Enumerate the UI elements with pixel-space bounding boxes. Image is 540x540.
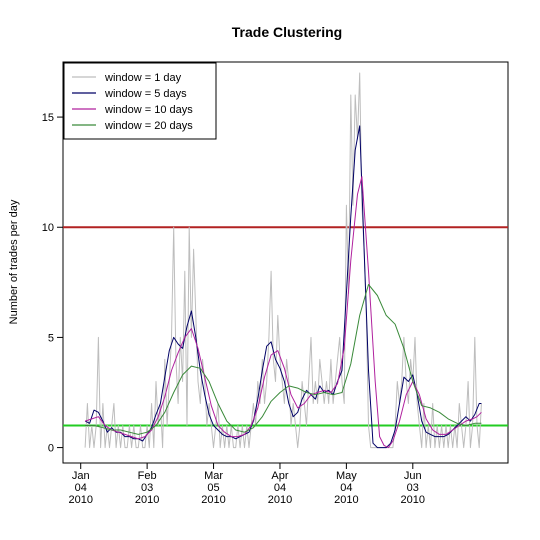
y-tick-label: 0: [48, 443, 54, 455]
series-line-2: [84, 125, 482, 449]
x-tick-label: 03: [407, 482, 419, 494]
reference-lines: [63, 226, 508, 427]
x-tick-label: Mar: [204, 470, 223, 482]
legend: window = 1 day window = 5 days window = 10…: [63, 62, 217, 140]
legend-label-1: window = 1 day: [104, 72, 182, 84]
x-tick-label: 2010: [135, 494, 159, 506]
y-tick-label: 15: [42, 112, 54, 124]
legend-label-3: window = 10 days: [104, 104, 193, 116]
x-tick-label: 2010: [268, 494, 292, 506]
x-tick-label: 04: [340, 482, 352, 494]
axes: 051015Jan042010Feb032010Mar052010Apr0420…: [42, 112, 425, 506]
legend-label-4: window = 20 days: [104, 120, 193, 132]
plot-frame: [62, 61, 509, 464]
y-axis-label: Number of trades per day: [8, 199, 20, 324]
series-line-3: [84, 176, 482, 449]
series-line-4: [85, 284, 482, 435]
y-tick-label: 10: [42, 222, 54, 234]
x-tick-label: 03: [141, 482, 153, 494]
x-tick-label: Feb: [138, 470, 157, 482]
legend-label-2: window = 5 days: [104, 88, 187, 100]
x-tick-label: 2010: [401, 494, 425, 506]
legend-box: [63, 62, 217, 140]
x-tick-label: 2010: [334, 494, 358, 506]
y-tick-label: 5: [48, 332, 54, 344]
x-tick-label: Apr: [271, 470, 288, 482]
x-tick-label: Jan: [72, 470, 90, 482]
x-tick-label: 04: [75, 482, 87, 494]
plot-area: [62, 61, 509, 464]
x-tick-label: 2010: [201, 494, 225, 506]
x-tick-label: 2010: [68, 494, 92, 506]
x-tick-label: Jun: [404, 470, 422, 482]
series-lines: [84, 72, 482, 449]
chart-title: Trade Clustering: [232, 24, 342, 40]
x-tick-label: May: [336, 470, 357, 482]
series-line-1: [84, 72, 482, 449]
x-tick-label: 05: [207, 482, 219, 494]
x-tick-label: 04: [274, 482, 286, 494]
